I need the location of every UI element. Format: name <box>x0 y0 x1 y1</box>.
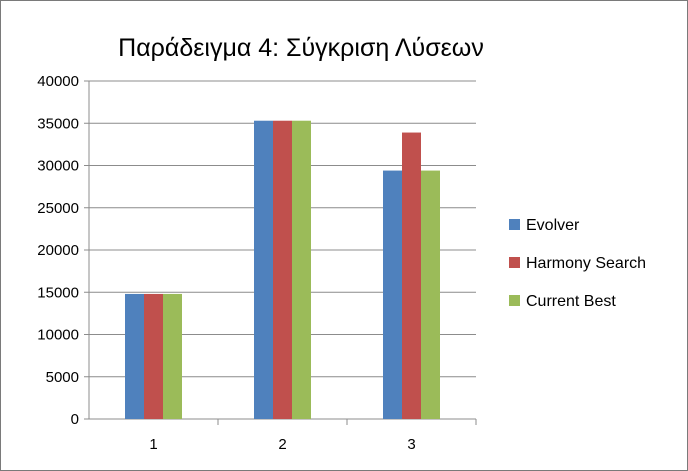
y-tick-label: 30000 <box>37 158 79 175</box>
y-tick-label: 20000 <box>37 242 79 259</box>
bar-evolver-cat-3 <box>383 170 402 419</box>
bar-current-best-cat-2 <box>292 120 311 419</box>
bar-harmony-search-cat-2 <box>273 120 292 419</box>
legend: Evolver Harmony Search Current Best <box>509 217 646 310</box>
legend-label: Harmony Search <box>526 255 646 272</box>
y-tick-label: 0 <box>71 411 79 428</box>
y-tick-label: 40000 <box>37 73 79 90</box>
legend-swatch <box>509 257 520 268</box>
y-tick-label: 35000 <box>37 115 79 132</box>
bar-harmony-search-cat-1 <box>144 293 163 419</box>
bars <box>125 120 440 420</box>
bar-harmony-search-cat-3 <box>402 132 421 420</box>
y-tick-label: 15000 <box>37 284 79 301</box>
x-tick-label: 2 <box>278 436 286 453</box>
legend-swatch <box>509 295 520 306</box>
y-tick-label: 25000 <box>37 200 79 217</box>
x-tick-label: 3 <box>407 436 415 453</box>
bar-current-best-cat-3 <box>421 170 440 419</box>
chart-title: Παράδειγμα 4: Σύγκριση Λύσεων <box>118 34 484 62</box>
legend-label: Evolver <box>526 217 580 234</box>
y-tick-label: 10000 <box>37 327 79 344</box>
y-axis-tick-labels: 0 5000 10000 15000 20000 25000 30000 35000 40000 <box>37 73 79 428</box>
y-tick-label: 5000 <box>46 369 79 386</box>
x-axis-tick-labels: 1 2 3 <box>149 436 415 453</box>
x-tick-label: 1 <box>149 436 157 453</box>
bar-current-best-cat-1 <box>163 293 182 419</box>
bar-evolver-cat-2 <box>254 120 273 419</box>
legend-label: Current Best <box>526 293 616 310</box>
legend-swatch <box>509 219 520 230</box>
bar-evolver-cat-1 <box>125 293 144 419</box>
